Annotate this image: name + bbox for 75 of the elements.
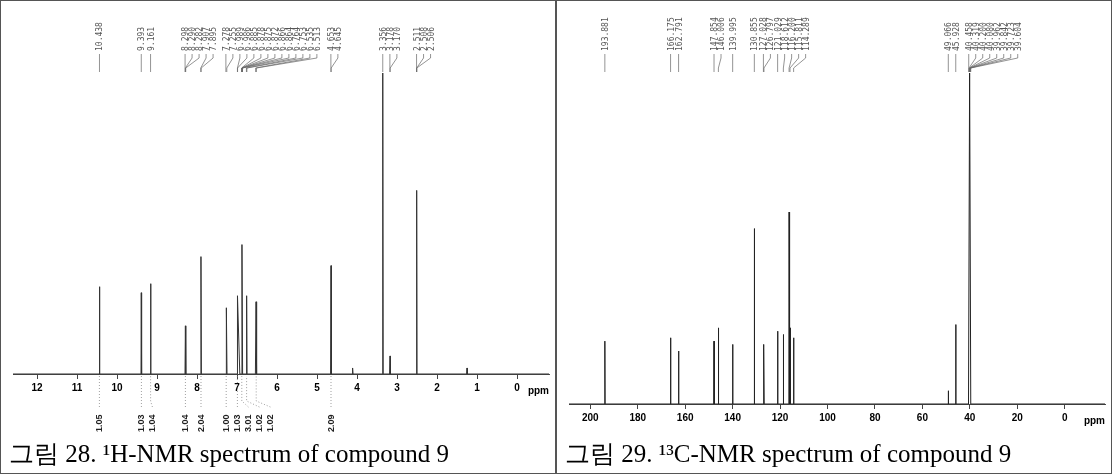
annotation: 7.895 — [209, 26, 219, 51]
x-tick-label: 0 — [1061, 411, 1068, 423]
annotation: 1.05 — [94, 414, 105, 432]
annotation: 40.200 — [978, 21, 988, 51]
annotation: 40.319 — [971, 21, 981, 51]
annotation: 1.02 — [254, 414, 265, 432]
annotation: 147.854 — [710, 17, 720, 51]
annotation: 1.03 — [136, 414, 147, 432]
x-tick-label: 40 — [964, 411, 976, 423]
x-tick-label: 5 — [314, 381, 321, 393]
x-tick-label: 140 — [724, 411, 742, 423]
annotation: 1.03 — [232, 414, 243, 432]
annotation: 2.506 — [426, 26, 436, 51]
annotation: 8.298 — [181, 26, 191, 51]
annotation: 3.356 — [378, 26, 388, 51]
x-tick-label: 1 — [474, 381, 481, 393]
x-tick-label: 6 — [274, 381, 281, 393]
x-tick-label: 100 — [819, 411, 837, 423]
annotation: 39.842 — [999, 21, 1009, 51]
x-tick-label: 80 — [869, 411, 881, 423]
annotation: 2.511 — [412, 26, 422, 51]
annotation: 115.811 — [794, 17, 804, 51]
x-tick-label: 10 — [111, 381, 123, 393]
annotation: 2.04 — [196, 414, 206, 432]
annotation: 166.175 — [666, 17, 676, 51]
x-tick-label: 2 — [434, 381, 441, 393]
annotation: 1.02 — [265, 414, 276, 432]
annotation: 118.612 — [780, 17, 790, 51]
x-tick-label: 4 — [354, 381, 361, 393]
x-axis-title: ppm — [527, 384, 550, 396]
annotation: 130.855 — [750, 17, 760, 51]
annotation: 1.04 — [180, 414, 191, 432]
x-tick-label: 8 — [194, 381, 201, 393]
x-tick-label: 9 — [154, 381, 161, 393]
x-axis-title: ppm — [1083, 414, 1106, 426]
text: 그림 29. ¹³C-NMR spectrum of compound 9 — [564, 439, 1013, 469]
annotation: 116.200 — [787, 17, 797, 51]
x-tick-label: 12 — [31, 381, 43, 393]
x-tick-label: 7 — [234, 381, 241, 393]
annotation: 39.962 — [992, 21, 1002, 51]
annotation: 162.791 — [674, 17, 684, 51]
annotation: 2.508 — [419, 26, 429, 51]
annotation: 126.797 — [766, 17, 776, 51]
x-tick-label: 20 — [1011, 411, 1024, 423]
annotation: 39.604 — [1013, 21, 1023, 51]
annotation: 10.438 — [95, 21, 105, 51]
annotation: 8.290 — [188, 26, 198, 51]
text: 그림 28. ¹H-NMR spectrum of compound 9 — [8, 439, 451, 469]
x-tick-label: 0 — [514, 381, 521, 393]
annotation: 139.995 — [728, 17, 738, 51]
x-tick-label: 120 — [771, 411, 789, 423]
annotation: 40.458 — [964, 21, 974, 51]
x-tick-label: 160 — [676, 411, 694, 423]
x-tick-label: 3 — [394, 381, 401, 393]
annotation: 127.028 — [759, 17, 769, 51]
annotation: 9.161 — [146, 26, 156, 51]
annotation: 114.289 — [801, 17, 811, 51]
annotation: 146.006 — [717, 17, 727, 51]
annotation: 40.080 — [985, 21, 995, 51]
x-tick-label: 200 — [582, 411, 600, 423]
annotation: 121.029 — [773, 17, 783, 51]
annotation: 7.907 — [202, 26, 212, 51]
x-tick-label: 60 — [916, 411, 929, 423]
annotation: 45.928 — [951, 21, 961, 51]
x-tick-label: 180 — [629, 411, 647, 423]
annotation: 2.09 — [326, 414, 336, 432]
x-tick-label: 11 — [71, 381, 83, 393]
annotation: 193.881 — [600, 17, 610, 51]
annotation: 9.393 — [137, 26, 147, 51]
annotation: 3.01 — [243, 414, 254, 432]
annotation: 39.723 — [1006, 21, 1016, 51]
annotation: 1.00 — [221, 414, 232, 432]
annotation: 49.066 — [944, 21, 954, 51]
annotation: 1.04 — [147, 414, 158, 432]
annotation: 8.282 — [195, 26, 205, 51]
